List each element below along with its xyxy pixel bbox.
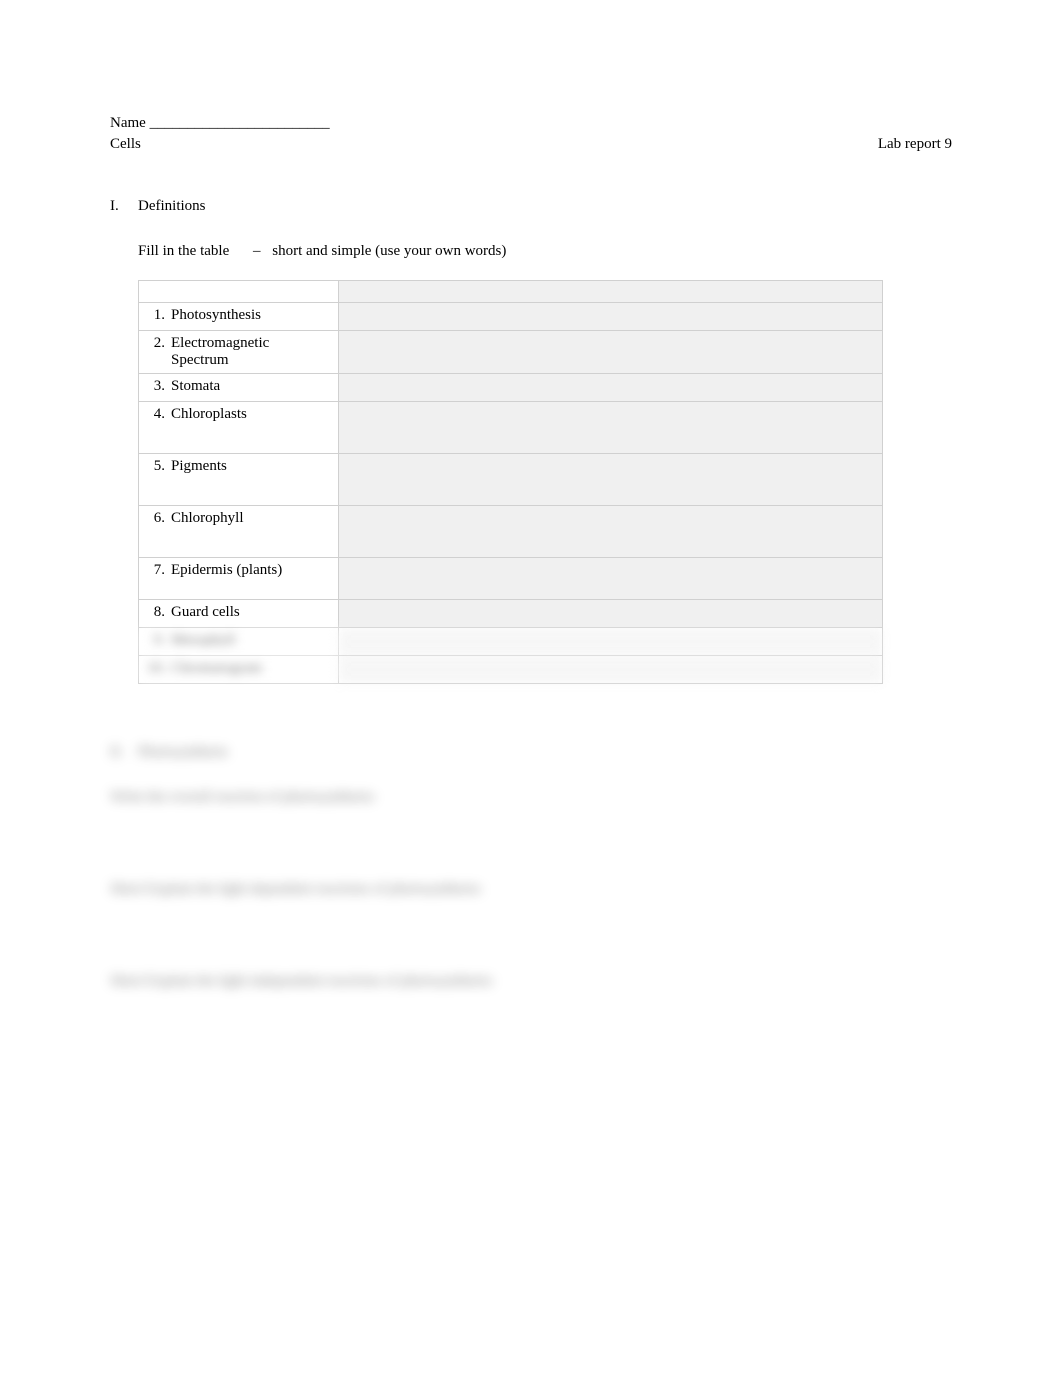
term-label: Chromatogram	[171, 660, 330, 677]
table-row: 10. Chromatogram	[139, 656, 883, 684]
section-1-heading: I. Definitions	[110, 198, 952, 215]
instruction-suffix: short and simple (use your own words)	[272, 243, 506, 259]
term-number: 4.	[147, 406, 171, 423]
lab-report-label: Lab report 9	[878, 136, 952, 153]
term-number: 6.	[147, 510, 171, 527]
table-row: 6. Chlorophyll	[139, 506, 883, 558]
definition-cell[interactable]	[339, 454, 883, 506]
term-number: 10.	[147, 660, 171, 677]
definition-cell[interactable]	[339, 656, 883, 684]
definition-cell[interactable]	[339, 402, 883, 454]
term-number: 2.	[147, 335, 171, 352]
table-row: 1. Photosynthesis	[139, 303, 883, 331]
table-row: 4. Chloroplasts	[139, 402, 883, 454]
term-label: Guard cells	[171, 604, 330, 621]
name-field-label: Name ________________________	[110, 115, 330, 132]
subject-label: Cells	[110, 136, 141, 153]
term-label: Photosynthesis	[171, 307, 330, 324]
term-label: Electromagnetic Spectrum	[171, 335, 330, 369]
term-number: 9.	[147, 632, 171, 649]
table-header-row	[139, 281, 883, 303]
definition-cell[interactable]	[339, 600, 883, 628]
term-label: Chlorophyll	[171, 510, 330, 527]
section-2-number: II.	[110, 744, 138, 761]
question-2: Short Explain the light dependent reacti…	[110, 881, 952, 898]
term-number: 5.	[147, 458, 171, 475]
term-label: Chloroplasts	[171, 406, 330, 423]
term-label: Pigments	[171, 458, 330, 475]
definition-cell[interactable]	[339, 558, 883, 600]
definition-cell[interactable]	[339, 506, 883, 558]
instruction-dash: –	[253, 243, 261, 259]
table-row: 9. Mesophyll	[139, 628, 883, 656]
section-1-number: I.	[110, 198, 138, 215]
section-2-title: Photosynthesis	[138, 744, 228, 761]
question-1: Write the overall reaction of photosynth…	[110, 789, 952, 806]
definition-cell[interactable]	[339, 303, 883, 331]
term-label: Stomata	[171, 378, 330, 395]
definition-cell[interactable]	[339, 628, 883, 656]
term-number: 8.	[147, 604, 171, 621]
fill-table-instruction: Fill in the table – short and simple (us…	[138, 243, 952, 260]
term-label: Mesophyll	[171, 632, 330, 649]
definitions-table: 1. Photosynthesis 2. Electromagnetic Spe…	[138, 280, 883, 684]
definition-cell[interactable]	[339, 331, 883, 374]
definition-cell[interactable]	[339, 374, 883, 402]
term-label: Epidermis (plants)	[171, 562, 330, 579]
table-row: 8. Guard cells	[139, 600, 883, 628]
table-row: 7. Epidermis (plants)	[139, 558, 883, 600]
blurred-content-region: II. Photosynthesis Write the overall rea…	[110, 744, 952, 990]
term-number: 1.	[147, 307, 171, 324]
table-row: 5. Pigments	[139, 454, 883, 506]
table-row: 2. Electromagnetic Spectrum	[139, 331, 883, 374]
question-3: Short Explain the light independent reac…	[110, 973, 952, 990]
section-2-heading: II. Photosynthesis	[110, 744, 952, 761]
table-row: 3. Stomata	[139, 374, 883, 402]
section-1-title: Definitions	[138, 198, 206, 215]
term-number: 3.	[147, 378, 171, 395]
term-number: 7.	[147, 562, 171, 579]
instruction-prefix: Fill in the table	[138, 243, 229, 259]
